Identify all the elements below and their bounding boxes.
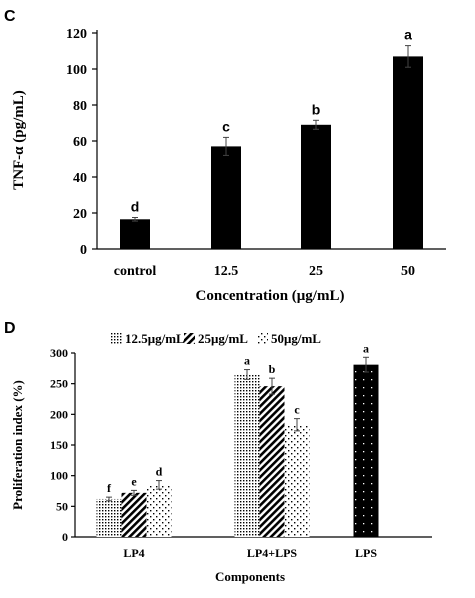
d-legend-swatch bbox=[111, 333, 122, 344]
d-sig-letter: a bbox=[363, 341, 369, 355]
d-error-bar-LPS bbox=[363, 356, 369, 373]
d-legend-label: 50μg/mL bbox=[271, 331, 321, 346]
panel-d-chart: 12.5μg/mL 25μg/mL 50μg/mL Proliferation in… bbox=[10, 331, 432, 584]
d-y-tick-label: 300 bbox=[50, 346, 68, 360]
d-sig-letter: f bbox=[107, 481, 112, 495]
d-y-axis-title: Proliferation index (%) bbox=[10, 380, 25, 510]
d-y-tick-label: 200 bbox=[50, 407, 68, 421]
c-bar-12.5 bbox=[211, 146, 241, 249]
d-bar-LP4+LPS-series-50 bbox=[284, 424, 310, 537]
d-error-bar bbox=[294, 418, 300, 432]
c-y-tick-label: 80 bbox=[73, 99, 87, 114]
c-error-bar-50 bbox=[405, 45, 411, 68]
d-error-bar bbox=[131, 489, 137, 496]
c-x-tick-label: control bbox=[114, 264, 157, 279]
d-x-tick-label: LPS bbox=[355, 546, 377, 560]
c-y-tick-label: 100 bbox=[66, 63, 87, 78]
d-sig-letter: a bbox=[244, 354, 250, 368]
d-legend-swatch bbox=[184, 333, 195, 344]
c-x-tick-label: 25 bbox=[309, 264, 323, 279]
c-error-bar-control bbox=[132, 217, 138, 222]
c-y-tick-label: 0 bbox=[80, 243, 87, 258]
c-y-tick-label: 120 bbox=[66, 27, 87, 42]
d-legend-swatch bbox=[257, 333, 268, 344]
panel-d-letter: D bbox=[4, 320, 16, 337]
d-bar-LP4-series-50 bbox=[146, 484, 172, 537]
d-sig-letter: b bbox=[269, 362, 276, 376]
c-bar-25 bbox=[301, 124, 331, 249]
d-legend-item-series-12-5: 12.5μg/mL bbox=[111, 331, 185, 346]
d-bar-LP4+LPS-series-12-5 bbox=[234, 374, 260, 537]
d-bar-LP4-series-12-5 bbox=[96, 498, 122, 537]
d-y-tick-label: 50 bbox=[56, 499, 68, 513]
d-error-bar bbox=[269, 377, 275, 395]
d-legend-item-series-50: 50μg/mL bbox=[257, 331, 321, 346]
c-sig-letter: d bbox=[131, 199, 140, 215]
c-y-axis-title: TNF-α (pg/mL) bbox=[11, 90, 27, 190]
d-bar-LP4-series-25 bbox=[121, 492, 147, 537]
c-error-bar-25 bbox=[313, 119, 319, 130]
d-legend: 12.5μg/mL 25μg/mL 50μg/mL bbox=[111, 331, 321, 346]
c-y-tick-label: 40 bbox=[73, 171, 87, 186]
d-error-bar bbox=[244, 369, 250, 380]
d-x-tick-label: LP4+LPS bbox=[247, 546, 298, 560]
c-error-bar-12.5 bbox=[223, 136, 229, 156]
d-sig-letter: e bbox=[131, 474, 137, 488]
d-y-tick-label: 0 bbox=[62, 530, 68, 544]
d-legend-label: 12.5μg/mL bbox=[125, 331, 185, 346]
c-sig-letter: b bbox=[312, 101, 321, 117]
d-bar-LP4+LPS-series-25 bbox=[259, 386, 285, 537]
panel-c-letter: C bbox=[4, 8, 16, 25]
c-x-tick-label: 12.5 bbox=[214, 264, 239, 279]
d-y-tick-label: 250 bbox=[50, 377, 68, 391]
d-error-bar bbox=[156, 480, 162, 490]
d-y-tick-label: 150 bbox=[50, 438, 68, 452]
c-bar-50 bbox=[393, 56, 423, 250]
c-y-tick-label: 20 bbox=[73, 207, 87, 222]
panel-c-chart: TNF-α (pg/mL) Concentration (μg/mL) 0 20 4… bbox=[11, 27, 446, 304]
c-sig-letter: c bbox=[222, 118, 230, 134]
d-legend-item-series-25: 25μg/mL bbox=[184, 331, 248, 346]
d-error-bar bbox=[106, 496, 112, 502]
d-legend-label: 25μg/mL bbox=[198, 331, 248, 346]
d-x-tick-label: LP4 bbox=[123, 546, 144, 560]
d-sig-letter: c bbox=[294, 403, 300, 417]
c-sig-letter: a bbox=[404, 27, 412, 43]
d-sig-letter: d bbox=[156, 465, 163, 479]
d-x-axis-title: Components bbox=[215, 569, 285, 584]
d-y-tick-label: 100 bbox=[50, 469, 68, 483]
c-x-tick-label: 50 bbox=[401, 264, 415, 279]
c-y-tick-label: 60 bbox=[73, 135, 87, 150]
c-bar-control bbox=[120, 219, 150, 249]
c-x-axis-title: Concentration (μg/mL) bbox=[196, 288, 345, 304]
d-bar-LPS bbox=[353, 364, 379, 537]
